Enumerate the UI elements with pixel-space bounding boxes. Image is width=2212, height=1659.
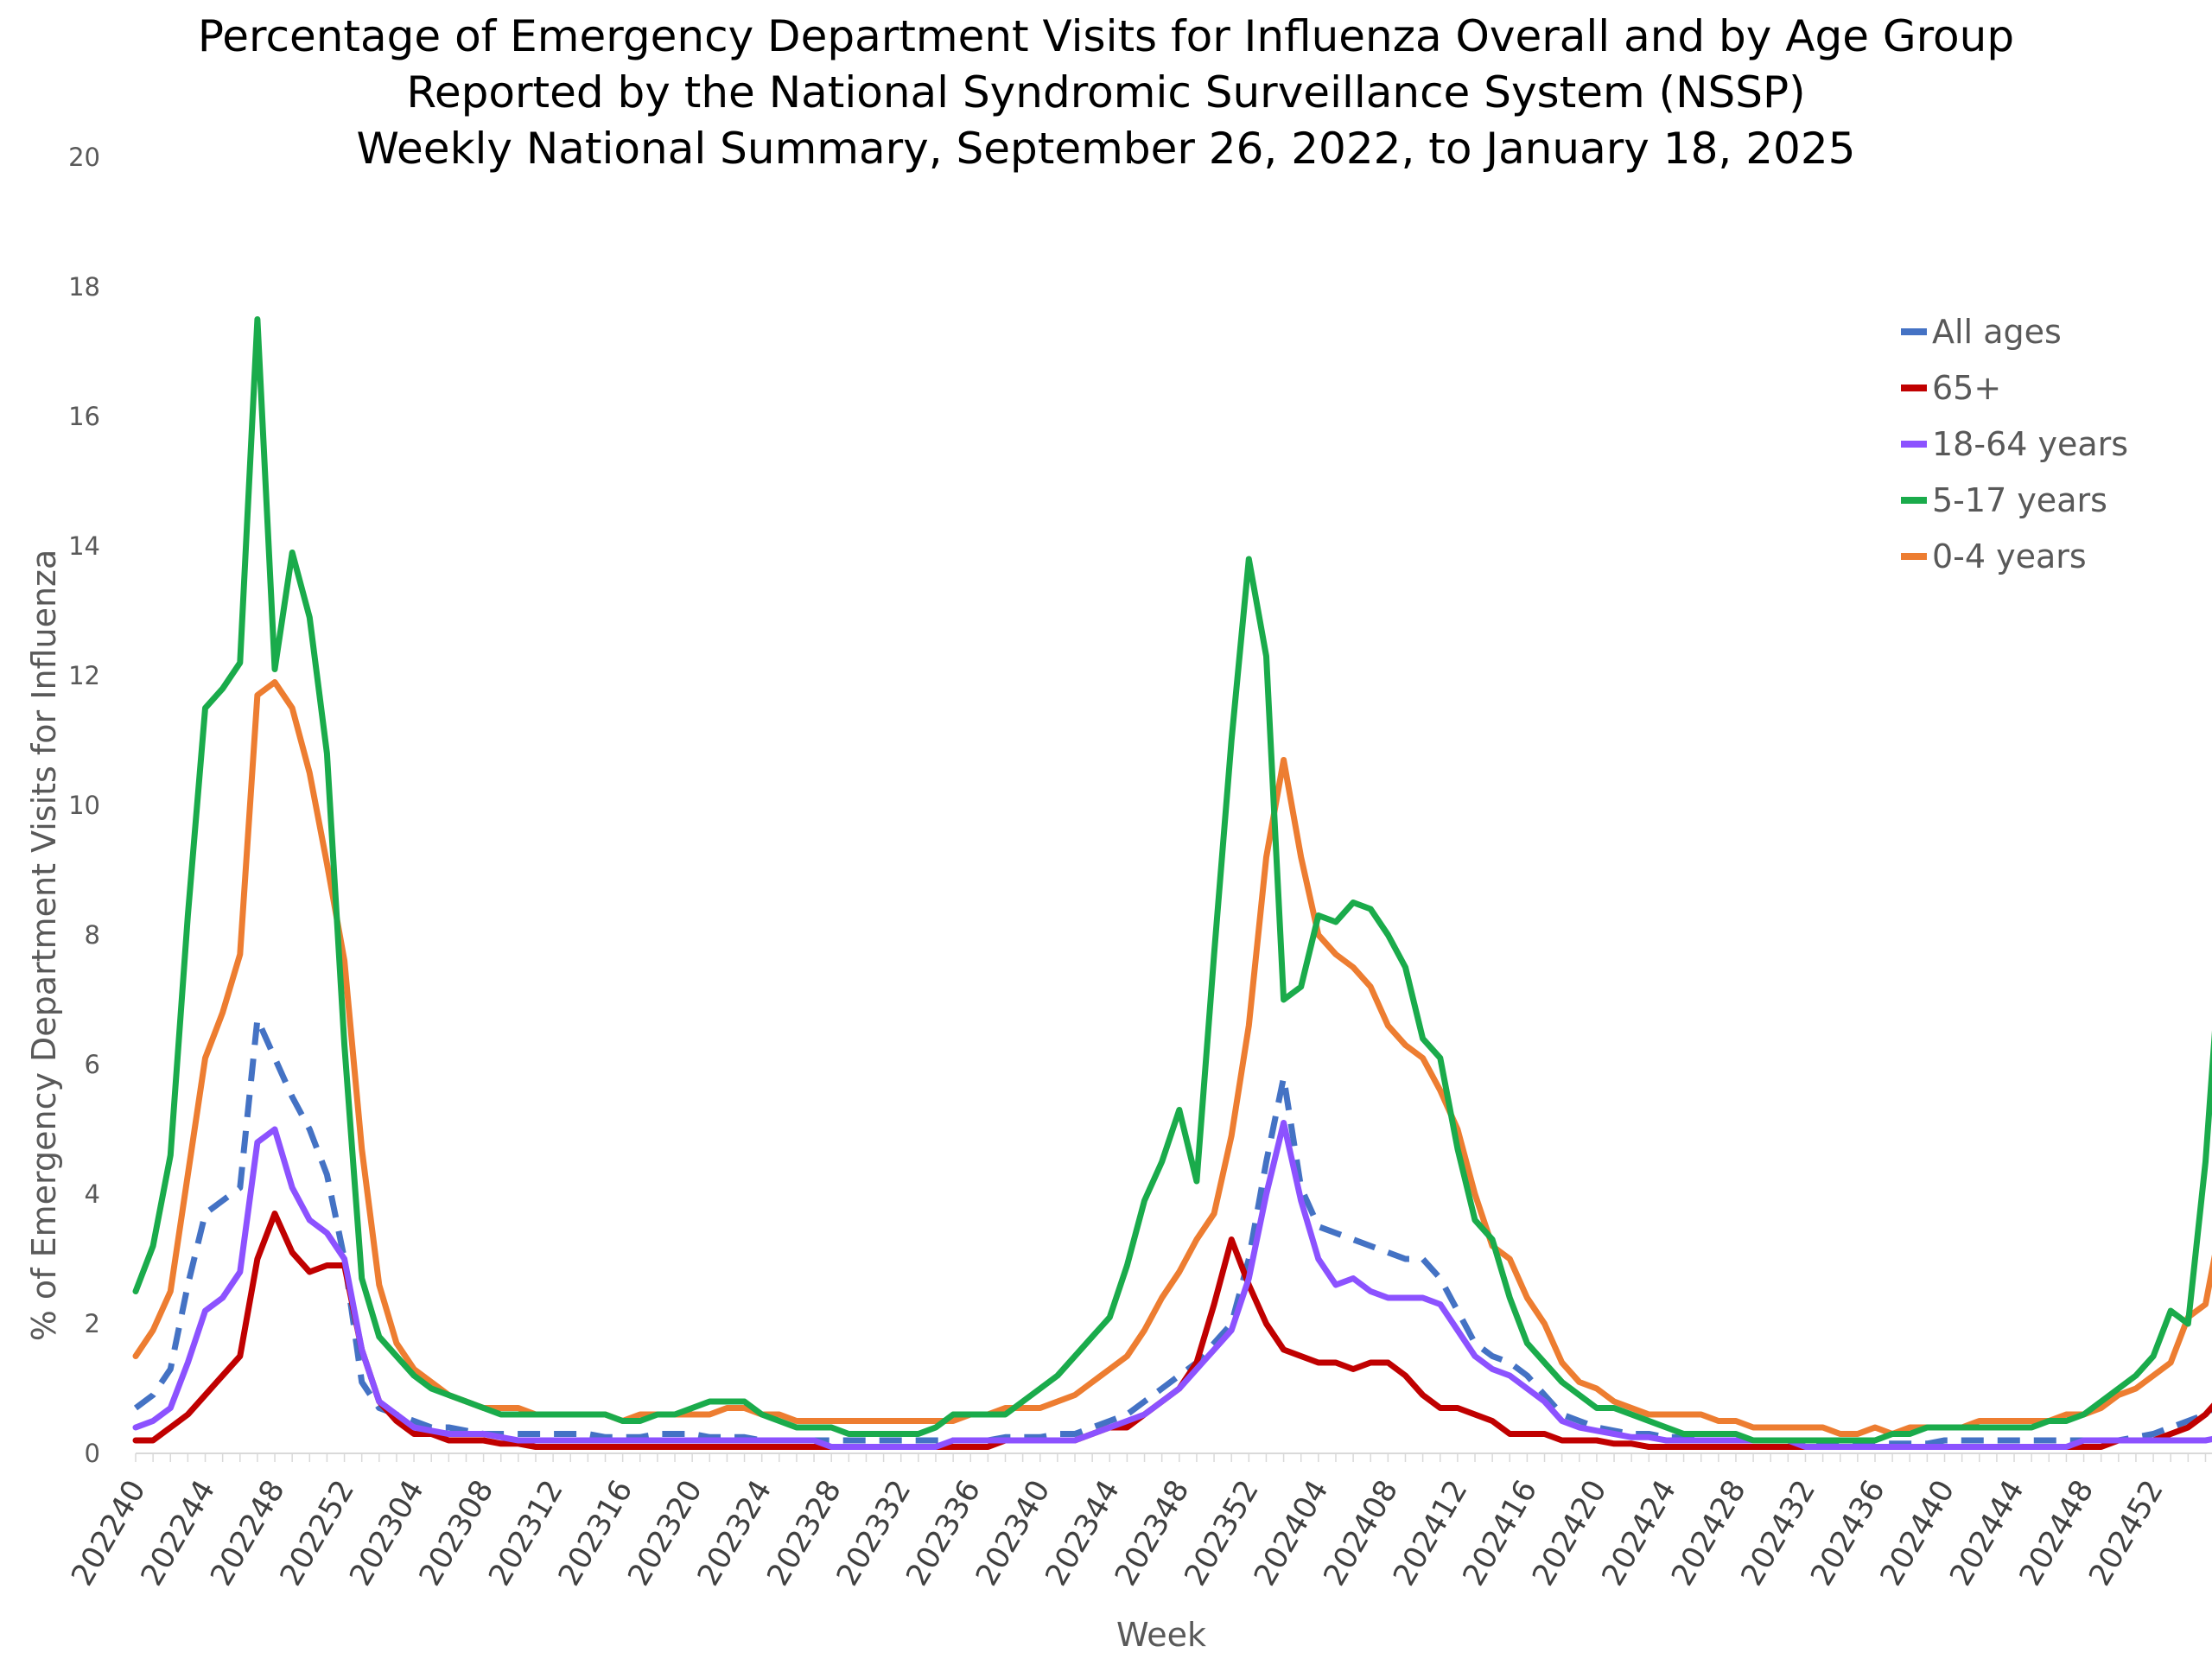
y-tick-label: 4	[85, 1179, 100, 1209]
x-axis	[135, 1452, 2212, 1462]
y-tick-label: 16	[68, 402, 100, 431]
chart-title-line-2: Reported by the National Syndromic Surve…	[406, 67, 1805, 118]
y-tick-label: 10	[68, 791, 100, 820]
y-axis-title: % of Emergency Department Visits for Inf…	[25, 550, 63, 1342]
y-tick-label: 8	[85, 920, 100, 950]
y-tick-label: 12	[68, 661, 100, 690]
y-tick-label: 6	[85, 1050, 100, 1079]
chart-title: Percentage of Emergency Department Visit…	[198, 11, 2014, 174]
series-line-all-ages	[133, 1016, 2212, 1447]
legend: All ages 65+ 18-64 years 5-17 years 0-4 year…	[1901, 313, 2128, 575]
y-tick-label: 18	[68, 272, 100, 302]
y-tick-label: 2	[85, 1309, 100, 1338]
series-line-18-64-years	[132, 1120, 2212, 1450]
y-axis-ticks: 0 2 4 6 8 10 12 14 16 18 20	[68, 143, 100, 1468]
chart-title-line-1: Percentage of Emergency Department Visit…	[198, 11, 2014, 61]
y-tick-label: 20	[68, 143, 100, 172]
series-line-5-17-years	[132, 316, 2212, 1444]
legend-label: 5-17 years	[1932, 481, 2107, 519]
x-axis-ticks: 2022402022442022482022522023042023082023…	[65, 1475, 2171, 1592]
legend-label: All ages	[1932, 313, 2062, 351]
plot-series	[132, 316, 2212, 1450]
legend-label: 65+	[1932, 369, 2001, 407]
y-tick-label: 14	[68, 531, 100, 561]
legend-label: 0-4 years	[1932, 537, 2087, 575]
chart-title-line-3: Weekly National Summary, September 26, 2…	[357, 124, 1856, 174]
legend-label: 18-64 years	[1932, 425, 2128, 463]
y-tick-label: 0	[85, 1439, 100, 1468]
series-line-0-4-years	[132, 679, 2212, 1437]
series-line-65-	[132, 1211, 2212, 1450]
x-axis-title: Week	[1116, 1616, 1206, 1654]
